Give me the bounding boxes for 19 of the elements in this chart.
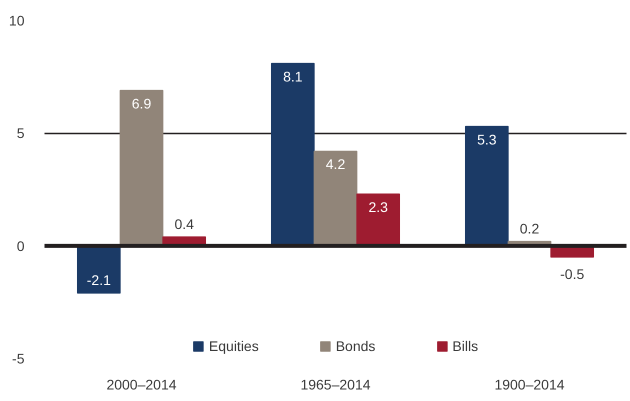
data-label: 4.2 (326, 156, 346, 172)
data-label: 8.1 (283, 68, 303, 84)
data-label: 6.9 (132, 95, 152, 112)
legend-label: Equities (208, 338, 259, 354)
data-label: 5.3 (477, 131, 497, 148)
legend-label: Bills (452, 338, 478, 354)
y-tick-label: -5 (12, 350, 25, 366)
y-tick-label: 10 (8, 12, 25, 28)
x-tick-label: 1900–2014 (494, 376, 565, 392)
y-tick-label: 5 (16, 125, 25, 142)
legend-label: Bonds (336, 338, 376, 354)
data-label: 2.3 (368, 199, 388, 216)
x-tick-label: 2000–2014 (106, 376, 177, 392)
data-label: 0.2 (520, 220, 540, 236)
data-label: -0.5 (560, 266, 584, 282)
data-label: 0.4 (174, 216, 194, 232)
data-label: -2.1 (86, 272, 112, 288)
x-tick-label: 1965–2014 (300, 376, 371, 392)
y-tick-label: 0 (16, 238, 25, 254)
